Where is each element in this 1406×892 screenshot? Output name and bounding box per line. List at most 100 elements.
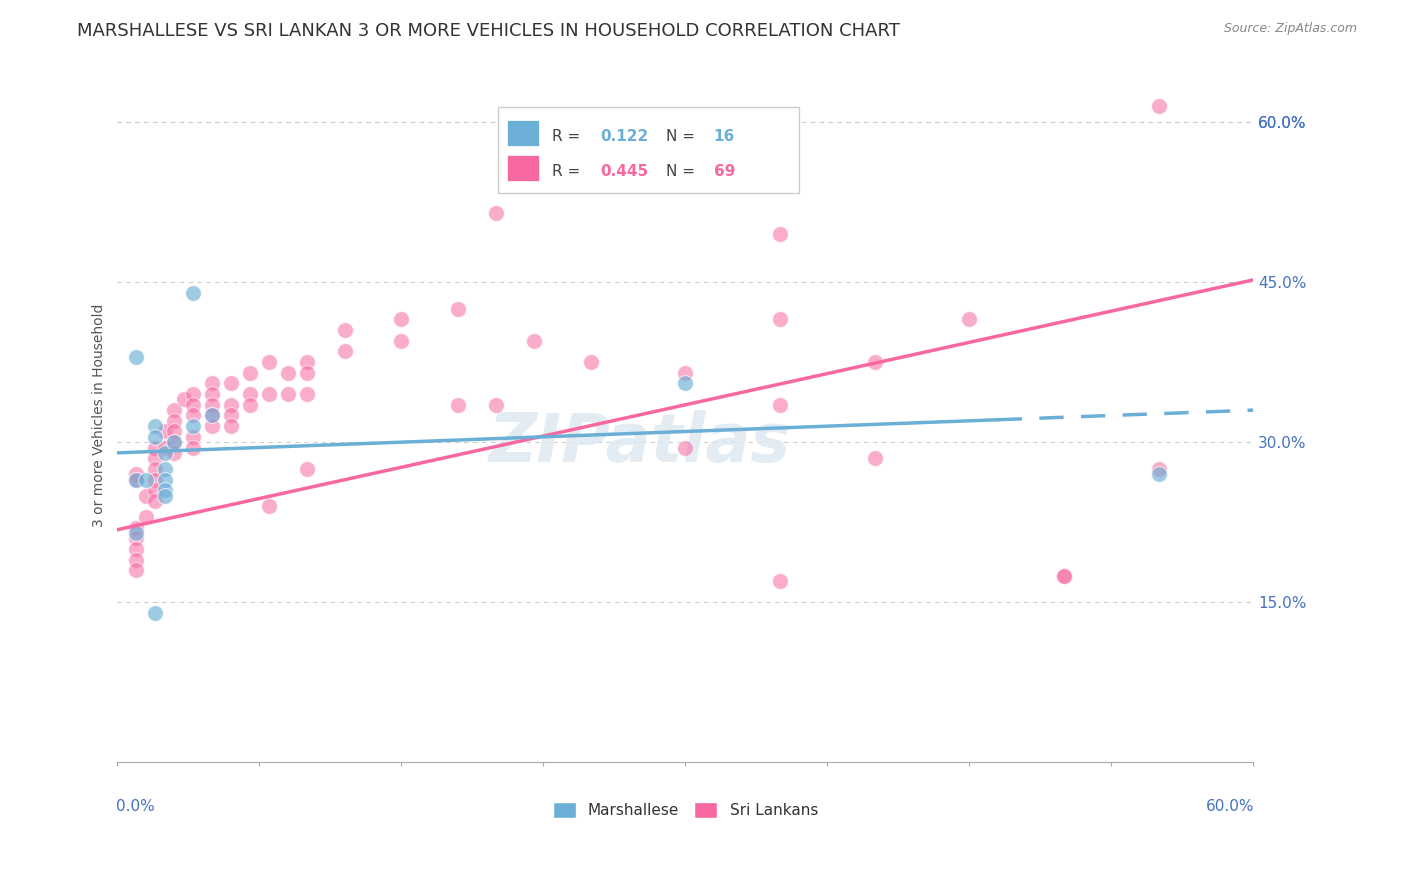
Point: [239, 366, 262, 380]
Point: [181, 430, 204, 444]
Point: [673, 366, 696, 380]
Point: [485, 205, 508, 219]
Point: [143, 473, 166, 487]
Point: [863, 451, 886, 466]
Point: [277, 366, 299, 380]
Point: [201, 398, 224, 412]
Point: [1147, 99, 1170, 113]
Text: N =: N =: [666, 129, 700, 144]
Text: 0.122: 0.122: [600, 129, 648, 144]
Point: [295, 462, 318, 476]
Y-axis label: 3 or more Vehicles in Household: 3 or more Vehicles in Household: [93, 304, 107, 527]
Point: [201, 419, 224, 434]
Point: [333, 323, 356, 337]
Point: [257, 355, 280, 369]
Point: [769, 574, 792, 588]
Point: [181, 387, 204, 401]
Text: 69: 69: [714, 164, 735, 178]
Point: [219, 376, 242, 391]
Text: Source: ZipAtlas.com: Source: ZipAtlas.com: [1223, 22, 1357, 36]
Point: [125, 350, 148, 364]
Point: [485, 398, 508, 412]
Point: [277, 387, 299, 401]
Point: [333, 344, 356, 359]
Point: [125, 525, 148, 540]
Point: [143, 483, 166, 498]
Point: [673, 376, 696, 391]
Point: [957, 312, 980, 326]
Point: [201, 409, 224, 423]
Point: [673, 441, 696, 455]
Text: MARSHALLESE VS SRI LANKAN 3 OR MORE VEHICLES IN HOUSEHOLD CORRELATION CHART: MARSHALLESE VS SRI LANKAN 3 OR MORE VEHI…: [77, 22, 900, 40]
Text: 0.0%: 0.0%: [117, 799, 155, 814]
Point: [153, 489, 176, 503]
Point: [125, 541, 148, 556]
Point: [125, 520, 148, 534]
Point: [125, 552, 148, 566]
Point: [1147, 462, 1170, 476]
Point: [769, 398, 792, 412]
FancyBboxPatch shape: [508, 154, 538, 181]
Point: [201, 387, 224, 401]
Point: [143, 430, 166, 444]
Point: [769, 227, 792, 241]
Point: [163, 435, 186, 450]
Point: [239, 398, 262, 412]
Point: [295, 366, 318, 380]
Point: [389, 312, 412, 326]
Point: [163, 435, 186, 450]
Point: [579, 355, 602, 369]
FancyBboxPatch shape: [498, 107, 799, 194]
Point: [523, 334, 546, 348]
Point: [173, 392, 195, 407]
Point: [135, 489, 157, 503]
Text: R =: R =: [553, 164, 585, 178]
Point: [295, 355, 318, 369]
Text: 0.445: 0.445: [600, 164, 648, 178]
Point: [125, 563, 148, 577]
FancyBboxPatch shape: [508, 120, 538, 146]
Point: [295, 387, 318, 401]
Point: [181, 419, 204, 434]
Point: [219, 398, 242, 412]
Point: [769, 312, 792, 326]
Point: [125, 473, 148, 487]
Text: N =: N =: [666, 164, 700, 178]
Point: [163, 425, 186, 439]
Point: [135, 509, 157, 524]
Point: [143, 606, 166, 620]
Point: [153, 473, 176, 487]
Point: [181, 441, 204, 455]
Point: [257, 387, 280, 401]
Point: [143, 494, 166, 508]
Point: [153, 446, 176, 460]
Point: [163, 446, 186, 460]
Point: [863, 355, 886, 369]
Point: [135, 473, 157, 487]
Legend: Marshallese, Sri Lankans: Marshallese, Sri Lankans: [547, 796, 824, 824]
Point: [163, 414, 186, 428]
Point: [143, 451, 166, 466]
Point: [153, 441, 176, 455]
Point: [143, 419, 166, 434]
Point: [1053, 568, 1076, 582]
Point: [181, 409, 204, 423]
Point: [125, 467, 148, 482]
Point: [447, 398, 470, 412]
Point: [181, 398, 204, 412]
Point: [239, 387, 262, 401]
Point: [181, 285, 204, 300]
Point: [143, 441, 166, 455]
Text: 16: 16: [714, 129, 735, 144]
Point: [143, 462, 166, 476]
Point: [1053, 568, 1076, 582]
Point: [125, 473, 148, 487]
Point: [163, 403, 186, 417]
Point: [257, 500, 280, 514]
Point: [153, 425, 176, 439]
Point: [1147, 467, 1170, 482]
Point: [219, 409, 242, 423]
Point: [201, 409, 224, 423]
Text: ZIPatlas: ZIPatlas: [489, 410, 792, 476]
Point: [201, 376, 224, 391]
